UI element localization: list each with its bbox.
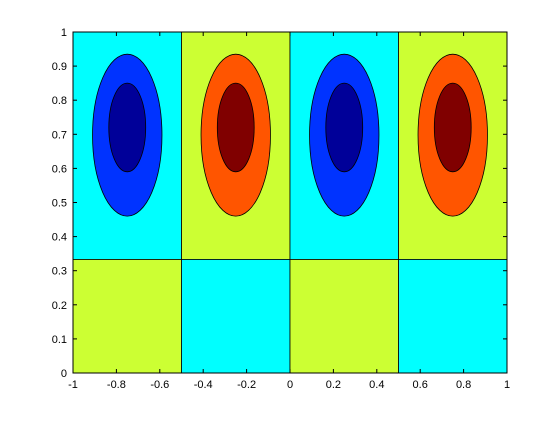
y-tick-label: 0.6 (52, 163, 67, 175)
x-tick-label: -1 (68, 379, 78, 391)
x-tick-label: 1 (504, 379, 510, 391)
y-tick-label: 0.8 (52, 95, 67, 107)
x-axis: -1 -0.8 -0.6 -0.4 -0.2 0 0.2 0.4 0.6 0.8 1 (68, 32, 510, 391)
contour-region-lower-band-4 (398, 259, 508, 374)
x-tick-label: 0.4 (369, 379, 384, 391)
y-tick-label: 0.5 (52, 198, 67, 210)
y-tick-label: 0.3 (52, 266, 67, 278)
contour-region-lower-band-3 (289, 259, 399, 374)
x-tick-label: -0.8 (107, 379, 126, 391)
y-tick-label: 0.9 (52, 61, 67, 73)
y-axis: 0 0.1 0.2 0.3 0.4 0.5 0.6 0.7 0.8 0.9 1 (52, 27, 507, 380)
contour-cell-4-inner (433, 82, 472, 173)
y-tick-label: 0.2 (52, 300, 67, 312)
contour-cell-2-inner (216, 82, 255, 173)
y-tick-label: 0.4 (52, 232, 67, 244)
x-tick-label: 0.2 (326, 379, 341, 391)
x-tick-label: -0.6 (150, 379, 169, 391)
contour-cell-3-inner (325, 82, 364, 173)
x-tick-label: 0.8 (456, 379, 471, 391)
x-tick-label: -0.2 (237, 379, 256, 391)
contour-cell-1-inner (108, 82, 147, 173)
plot-cells (92, 53, 488, 217)
y-tick-label: 0.7 (52, 129, 67, 141)
contour-region-lower-band-1 (72, 259, 182, 374)
x-tick-label: 0.6 (413, 379, 428, 391)
y-tick-label: 0.1 (52, 334, 67, 346)
y-tick-label: 1 (61, 27, 67, 39)
x-tick-label: 0 (287, 379, 293, 391)
y-tick-label: 0 (61, 368, 67, 380)
contour-region-lower-band-2 (181, 259, 291, 374)
x-tick-label: -0.4 (194, 379, 213, 391)
